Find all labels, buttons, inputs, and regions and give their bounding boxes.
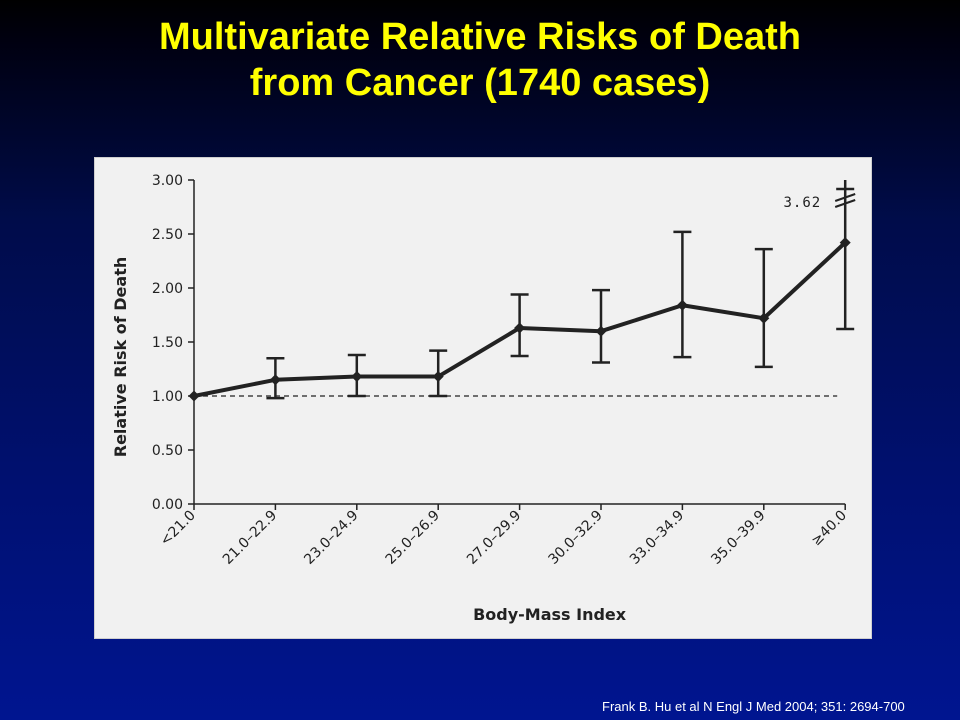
data-point-marker (432, 371, 444, 383)
title-line-2: from Cancer (1740 cases) (249, 62, 711, 104)
title-line-1: Multivariate Relative Risks of Death (159, 16, 801, 58)
x-axis-title: Body-Mass Index (473, 605, 627, 624)
upper-ci-annotation: 3.62 (783, 195, 821, 211)
x-tick-label: 35.0–39.9 (708, 508, 768, 568)
x-tick-label: 21.0–22.9 (220, 508, 280, 568)
data-point-marker (595, 325, 607, 337)
x-tick-label: ≥40.0 (808, 508, 850, 550)
data-point-marker (351, 371, 363, 383)
chart-panel: 0.00 0.50 1.00 1.50 2.00 2.50 3.00 <21.0 21.0–22… (94, 157, 872, 639)
y-tick-label: 2.00 (152, 281, 183, 297)
axis-break-mark (834, 193, 856, 202)
y-tick-label: 3.00 (152, 173, 183, 189)
y-axis-title: Relative Risk of Death (111, 257, 130, 457)
relative-risk-chart: 0.00 0.50 1.00 1.50 2.00 2.50 3.00 <21.0 21.0–22… (111, 173, 856, 624)
data-point-marker (676, 299, 688, 311)
data-point-marker (269, 374, 281, 386)
axis-break-mark (834, 199, 856, 208)
x-tick-label: 23.0–24.9 (301, 508, 361, 568)
data-point-marker (758, 312, 770, 324)
x-tick-label: <21.0 (157, 508, 199, 550)
citation: Frank B. Hu et al N Engl J Med 2004; 351… (602, 699, 905, 714)
slide-title: Multivariate Relative Risks of Death fro… (0, 14, 960, 106)
data-point-marker (188, 390, 200, 402)
y-tick-label: 1.00 (152, 389, 183, 405)
x-tick-label: 27.0–29.9 (464, 508, 524, 568)
y-tick-label: 0.00 (152, 497, 183, 513)
y-tick-label: 1.50 (152, 335, 183, 351)
data-point-marker (839, 237, 851, 249)
x-tick-label: 25.0–26.9 (383, 508, 443, 568)
data-point-marker (514, 322, 526, 334)
x-tick-label: 33.0–34.9 (627, 508, 687, 568)
y-tick-label: 0.50 (152, 443, 183, 459)
x-tick-label: 30.0–32.9 (545, 508, 605, 568)
y-tick-label: 2.50 (152, 227, 183, 243)
